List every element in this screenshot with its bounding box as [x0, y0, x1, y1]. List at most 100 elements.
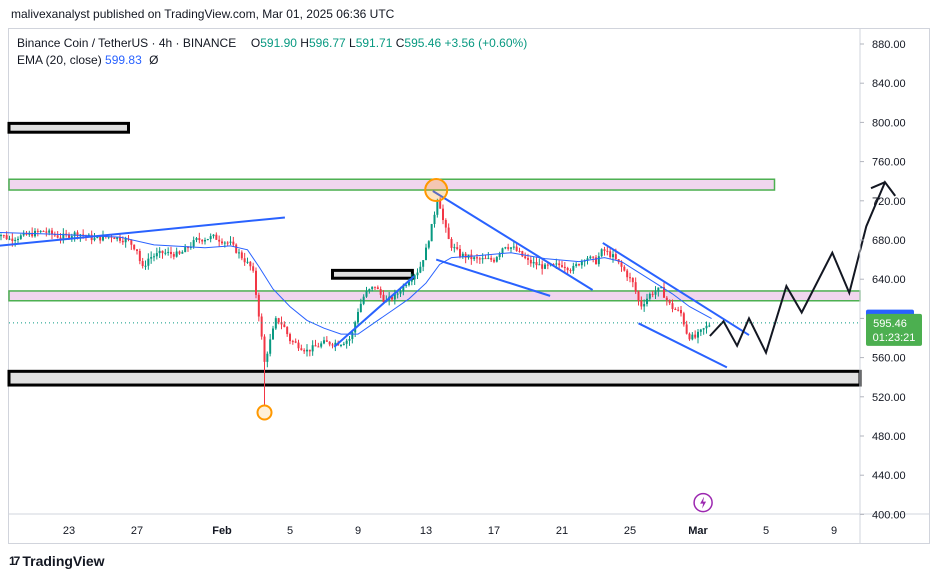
trendline-6	[638, 322, 728, 369]
y-tick-label: 560.00	[872, 353, 906, 365]
candle-body	[504, 247, 507, 249]
projection-path	[709, 180, 897, 356]
candle-body	[663, 287, 665, 298]
candle-body	[558, 263, 561, 266]
candle-body	[606, 250, 609, 252]
projection-arrowhead	[870, 181, 886, 190]
candle-body	[119, 236, 121, 241]
x-tick-label: 9	[831, 525, 837, 537]
candle-body	[133, 244, 136, 250]
candle-body	[391, 296, 393, 300]
candle-body	[215, 234, 218, 240]
candle-body	[529, 259, 532, 264]
candle-body	[705, 325, 708, 329]
candle-body	[172, 254, 175, 257]
x-tick-label: 21	[556, 525, 568, 537]
candle-body	[201, 239, 204, 242]
candle-body	[0, 235, 2, 237]
y-tick-label: 520.00	[872, 392, 906, 404]
candle-body	[206, 239, 209, 241]
candle-body	[521, 251, 524, 257]
lightning-bolt-icon	[693, 492, 713, 513]
candle-body	[541, 264, 544, 269]
candle-body	[379, 289, 382, 295]
candle-body	[495, 257, 498, 262]
candle-body	[328, 341, 331, 345]
candle-body	[546, 264, 549, 266]
candle-body	[430, 224, 433, 242]
candle-body	[59, 237, 62, 239]
candle-body	[277, 318, 280, 323]
candle-body	[399, 291, 402, 294]
candle-body	[439, 200, 442, 209]
candle-body	[25, 232, 28, 235]
y-tick-label: 800.00	[872, 117, 906, 129]
candle-body	[351, 332, 354, 340]
candle-body	[651, 293, 654, 295]
candle-body	[232, 241, 235, 245]
candle-body	[654, 291, 657, 295]
candle-body	[8, 238, 11, 240]
candle-body	[535, 262, 538, 266]
candle-body	[456, 247, 459, 249]
candle-body	[274, 318, 277, 329]
candle-body	[484, 258, 487, 260]
legend-symbol[interactable]: Binance Coin / TetherUS · 4h · BINANCE	[17, 36, 237, 50]
candle-body	[612, 254, 614, 258]
candle-body	[144, 265, 147, 267]
upper-left-box	[7, 121, 130, 134]
candle-body	[682, 313, 685, 325]
candle-body	[453, 247, 456, 249]
candle-body	[359, 303, 362, 312]
candle-body	[371, 286, 374, 290]
candle-body	[374, 286, 376, 288]
candle-body	[702, 328, 705, 330]
candle-body	[433, 214, 436, 225]
candle-body	[45, 231, 48, 233]
x-tick-label: 23	[63, 525, 75, 537]
legend-low: 591.71	[355, 36, 393, 50]
last-price-badge-text: 595.46	[873, 318, 907, 330]
candle-body	[283, 324, 286, 328]
ema-layer	[0, 231, 712, 335]
candle-body	[323, 340, 325, 344]
candle-body	[442, 208, 444, 221]
candle-body	[167, 251, 170, 253]
candle-body	[116, 236, 119, 240]
candle-body	[419, 266, 422, 273]
candle-body	[552, 263, 555, 265]
candle-body	[65, 233, 68, 235]
candle-body	[39, 230, 42, 232]
candle-body	[680, 310, 682, 314]
candle-body	[269, 339, 272, 354]
candle-body	[699, 329, 702, 332]
x-tick-label: 25	[624, 525, 636, 537]
candle-body	[192, 240, 195, 247]
candle-body	[708, 325, 711, 327]
x-tick-label: 27	[131, 525, 143, 537]
candle-body	[626, 270, 629, 278]
candle-body	[575, 264, 578, 266]
chart-frame	[8, 28, 930, 544]
legend-ema-value: 599.83	[105, 53, 142, 67]
candle-body	[416, 272, 419, 276]
markers-layer	[256, 178, 713, 513]
candle-body	[99, 236, 102, 241]
candle-body	[300, 348, 303, 351]
candle-body	[218, 239, 221, 242]
y-tick-label: 440.00	[872, 470, 906, 482]
candle-body	[476, 257, 478, 259]
x-tick-label: Mar	[688, 525, 708, 537]
candle-body	[17, 238, 19, 240]
candle-body	[198, 238, 201, 240]
candle-body	[62, 233, 65, 239]
candle-body	[425, 247, 427, 261]
legend-ema-label[interactable]: EMA (20, close)	[17, 53, 102, 67]
candle-body	[153, 256, 155, 258]
tradingview-logo[interactable]: 17 TradingView	[9, 553, 105, 569]
candle-body	[286, 327, 289, 335]
candle-body	[221, 241, 223, 244]
candle-body	[76, 232, 79, 237]
candle-body	[255, 270, 257, 295]
